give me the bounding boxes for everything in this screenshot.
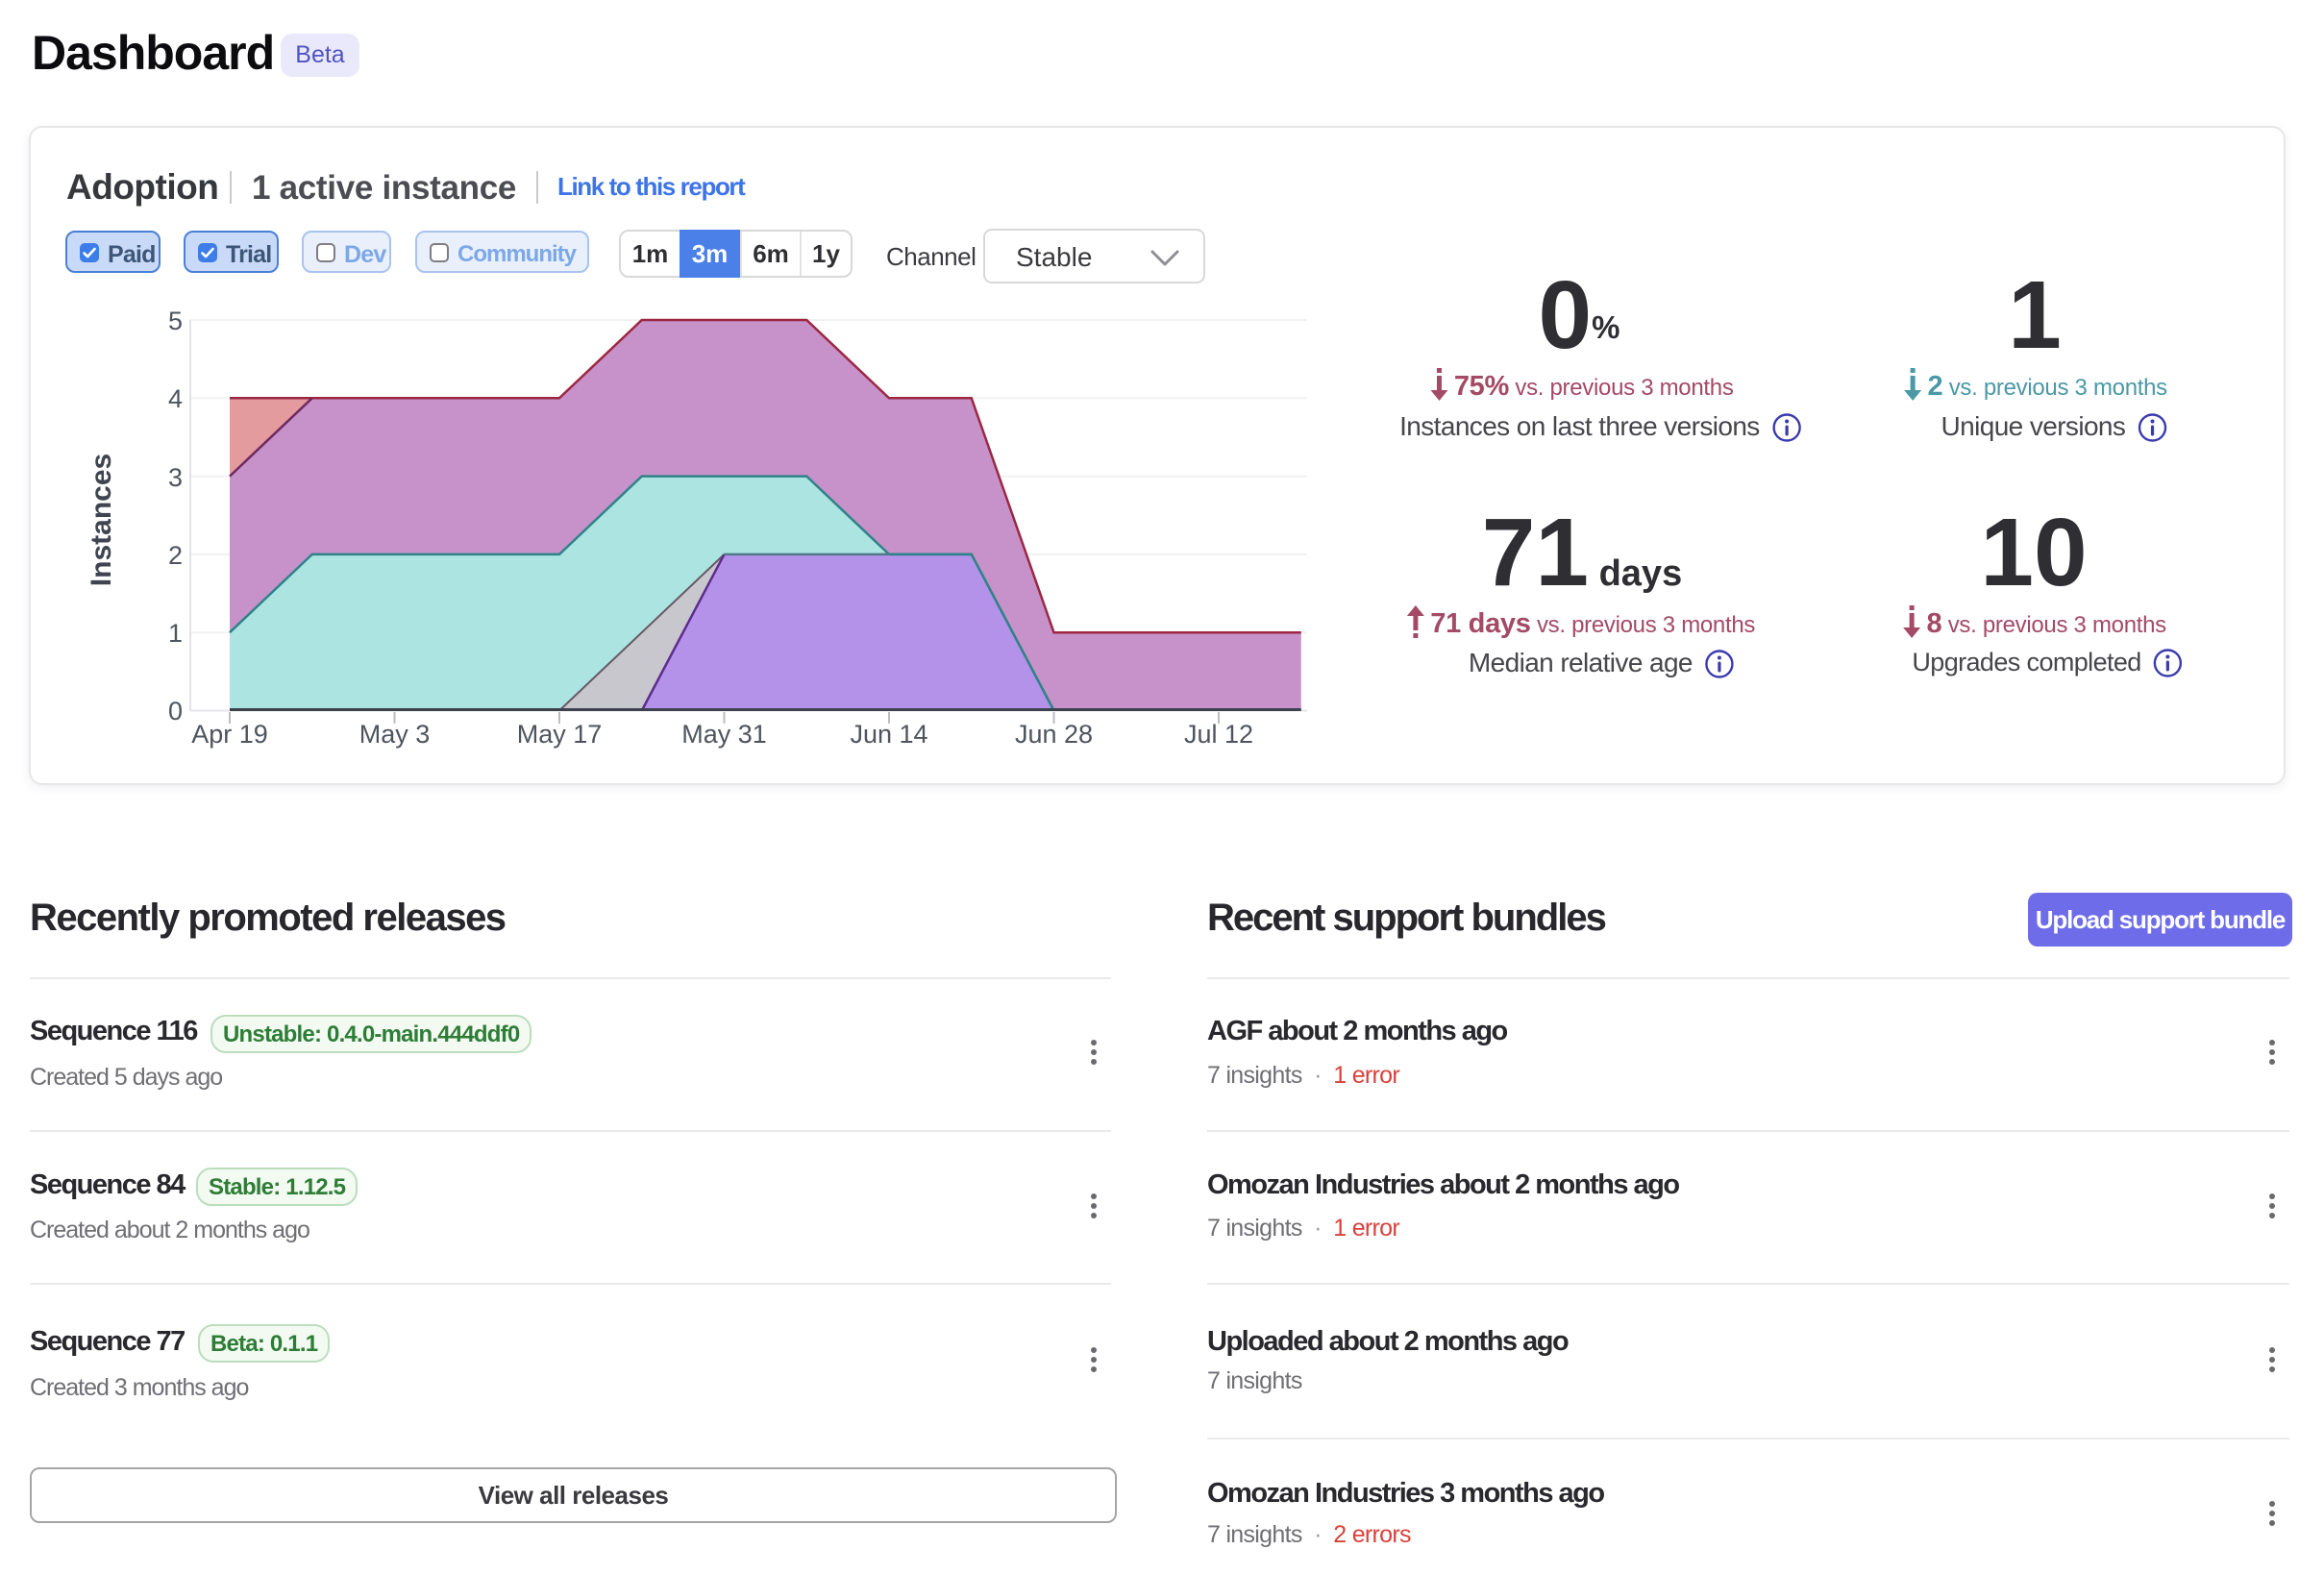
svg-text:1: 1 [168,619,183,648]
svg-text:0: 0 [168,697,183,726]
svg-text:2: 2 [168,541,183,570]
svg-text:May 31: May 31 [681,720,767,749]
svg-text:Jun 28: Jun 28 [1015,720,1093,749]
svg-text:May 3: May 3 [359,720,431,749]
svg-text:Jun 14: Jun 14 [850,720,927,749]
svg-text:Apr 19: Apr 19 [191,720,268,749]
svg-text:Jul 12: Jul 12 [1184,720,1253,749]
svg-text:Instances: Instances [86,454,117,586]
svg-text:4: 4 [168,384,183,413]
svg-text:3: 3 [168,463,183,492]
svg-text:5: 5 [168,307,183,335]
svg-text:May 17: May 17 [517,720,603,749]
